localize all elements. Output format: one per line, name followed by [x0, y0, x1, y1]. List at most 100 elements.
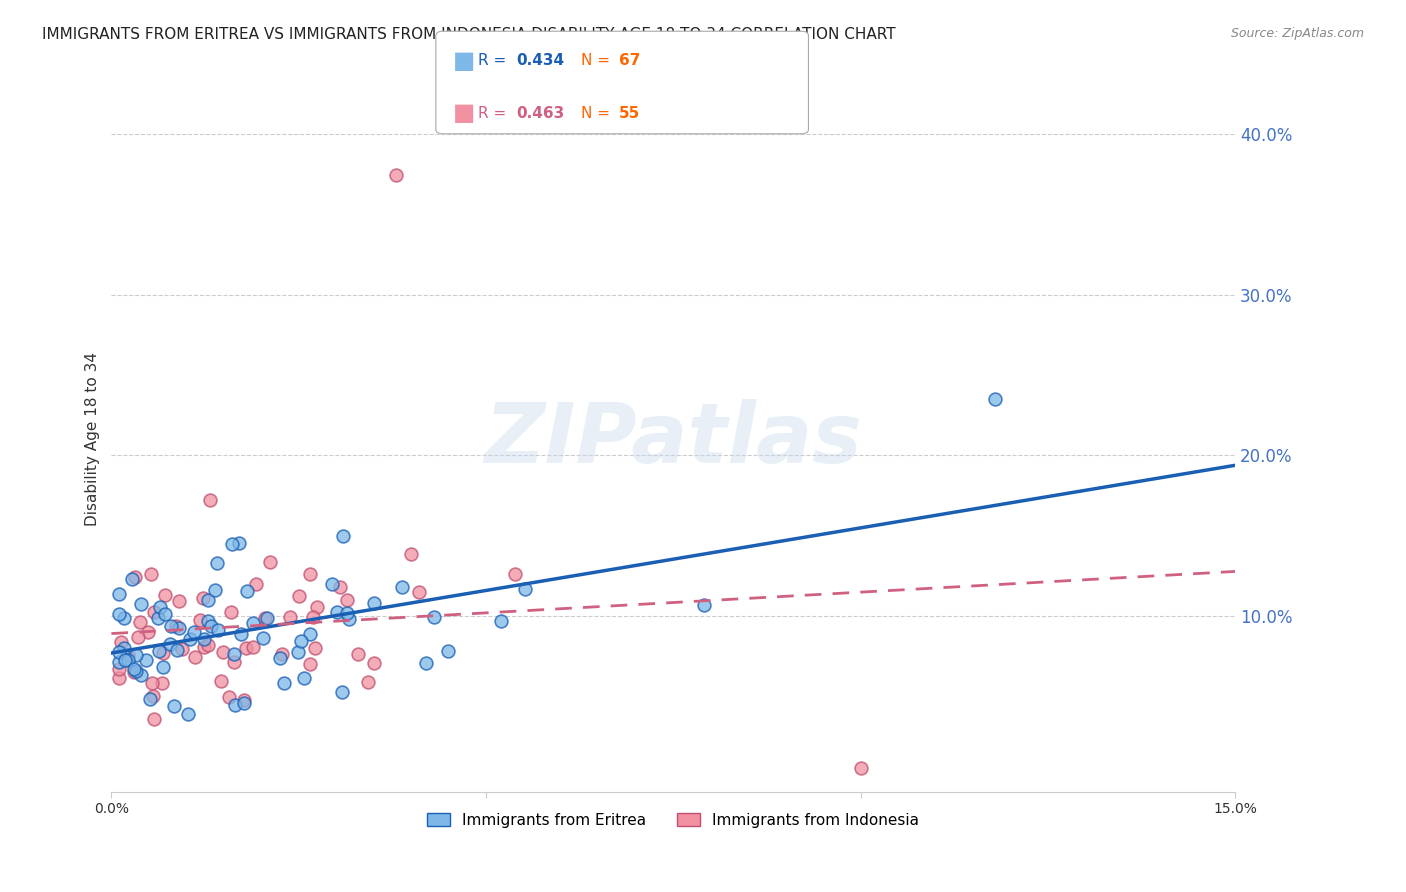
Point — [172, 641, 194, 656]
Text: 55: 55 — [619, 106, 640, 120]
Point — [287, 645, 309, 659]
Point — [149, 599, 172, 614]
Point — [242, 616, 264, 631]
Text: R =: R = — [478, 106, 512, 120]
Point — [415, 656, 437, 670]
Point — [129, 597, 152, 611]
Point — [139, 692, 162, 706]
Text: R =: R = — [478, 54, 512, 68]
Point — [233, 693, 256, 707]
Point — [197, 638, 219, 652]
Point — [489, 614, 512, 628]
Point — [222, 647, 245, 661]
Point — [347, 647, 370, 661]
Point — [204, 583, 226, 598]
Point — [299, 566, 322, 581]
Text: 0.463: 0.463 — [516, 106, 564, 120]
Point — [112, 610, 135, 624]
Point — [301, 609, 323, 624]
Legend: Immigrants from Eritrea, Immigrants from Indonesia: Immigrants from Eritrea, Immigrants from… — [422, 806, 925, 834]
Point — [125, 664, 148, 678]
Point — [110, 635, 132, 649]
Point — [117, 648, 139, 662]
Point — [363, 596, 385, 610]
Point — [148, 644, 170, 658]
Point — [155, 588, 177, 602]
Point — [337, 612, 360, 626]
Point — [122, 662, 145, 676]
Point — [245, 577, 267, 591]
Point — [298, 657, 321, 671]
Point — [503, 566, 526, 581]
Point — [108, 644, 131, 658]
Point — [166, 642, 188, 657]
Point — [408, 585, 430, 599]
Point — [269, 650, 291, 665]
Point — [321, 577, 343, 591]
Point — [108, 671, 131, 685]
Point — [152, 660, 174, 674]
Point — [224, 698, 246, 712]
Text: N =: N = — [581, 54, 614, 68]
Point — [299, 627, 322, 641]
Point — [177, 707, 200, 722]
Point — [385, 168, 408, 182]
Point — [437, 644, 460, 658]
Point — [391, 580, 413, 594]
Point — [273, 676, 295, 690]
Point — [127, 630, 149, 644]
Point — [693, 599, 716, 613]
Point — [242, 640, 264, 655]
Point — [224, 656, 246, 670]
Point — [159, 637, 181, 651]
Point — [125, 648, 148, 663]
Point — [108, 662, 131, 676]
Point — [146, 610, 169, 624]
Point — [142, 605, 165, 619]
Point — [207, 624, 229, 638]
Point — [849, 761, 872, 775]
Point — [153, 607, 176, 621]
Point — [233, 696, 256, 710]
Point — [399, 547, 422, 561]
Point — [121, 573, 143, 587]
Point — [252, 632, 274, 646]
Point — [229, 627, 252, 641]
Point — [326, 605, 349, 619]
Point — [163, 698, 186, 713]
Point — [307, 599, 329, 614]
Point — [108, 587, 131, 601]
Point — [160, 619, 183, 633]
Point — [143, 712, 166, 726]
Point — [363, 656, 385, 670]
Point — [142, 689, 165, 703]
Point — [336, 606, 359, 620]
Point — [211, 645, 233, 659]
Point — [197, 592, 219, 607]
Point — [984, 392, 1007, 406]
Point — [135, 653, 157, 667]
Point — [114, 653, 136, 667]
Point — [259, 555, 281, 569]
Point — [253, 611, 276, 625]
Point — [167, 593, 190, 607]
Point — [124, 665, 146, 680]
Point — [209, 673, 232, 688]
Point — [330, 685, 353, 699]
Text: ■: ■ — [453, 49, 475, 72]
Point — [193, 640, 215, 654]
Point — [124, 570, 146, 584]
Point — [167, 621, 190, 635]
Point — [332, 529, 354, 543]
Point — [150, 676, 173, 690]
Point — [152, 646, 174, 660]
Point — [288, 590, 311, 604]
Point — [356, 674, 378, 689]
Point — [336, 592, 359, 607]
Point — [329, 581, 352, 595]
Point — [278, 610, 301, 624]
Point — [205, 556, 228, 570]
Point — [108, 655, 131, 669]
Point — [200, 619, 222, 633]
Text: ■: ■ — [453, 102, 475, 125]
